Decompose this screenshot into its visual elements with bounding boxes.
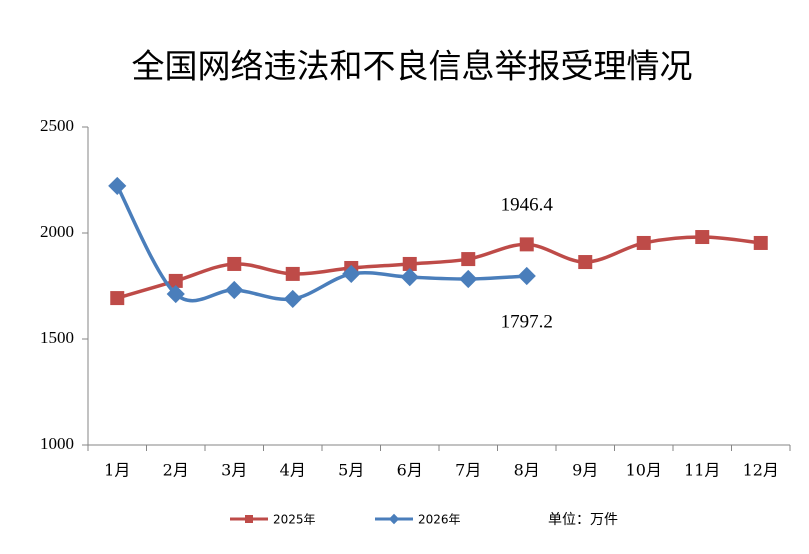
data-point [166, 284, 185, 304]
x-tick-label: 1月 [104, 461, 130, 480]
data-point [285, 266, 300, 281]
data-point [283, 289, 302, 309]
data-point [402, 256, 417, 271]
annotation: 单位：万件 [548, 512, 618, 528]
y-tick-label: 2000 [40, 222, 74, 241]
x-tick-label: 9月 [572, 461, 598, 480]
data-point [227, 256, 242, 271]
legend-label: 2026年 [418, 513, 461, 527]
x-tick-label: 7月 [455, 461, 481, 480]
data-point [519, 237, 534, 252]
x-tick-label: 10月 [626, 461, 662, 480]
data-point [695, 230, 710, 245]
legend-label: 2025年 [273, 513, 316, 527]
data-point [459, 269, 478, 289]
x-tick-label: 4月 [280, 461, 306, 480]
legend-marker [245, 515, 253, 523]
data-point [578, 255, 593, 270]
x-tick-label: 8月 [514, 461, 540, 480]
data-point [342, 264, 361, 284]
x-tick-label: 11月 [684, 461, 720, 480]
x-tick-label: 6月 [397, 461, 423, 480]
chart-title: 全国网络违法和不良信息举报受理情况 [132, 47, 693, 86]
data-point [753, 235, 768, 250]
legend-marker [388, 513, 400, 525]
data-point [110, 291, 125, 306]
data-point [636, 235, 651, 250]
x-tick-label: 3月 [221, 461, 247, 480]
data-point [517, 266, 536, 286]
data-point [108, 176, 127, 196]
x-tick-label: 12月 [743, 461, 779, 480]
x-tick-label: 2月 [163, 461, 189, 480]
data-point [225, 280, 244, 300]
x-tick-label: 5月 [338, 461, 364, 480]
data-point [168, 273, 183, 288]
y-tick-label: 1500 [40, 328, 74, 347]
data-point [400, 267, 419, 287]
data-label: 1797.2 [501, 311, 553, 332]
data-label: 1946.4 [501, 195, 554, 216]
y-tick-label: 1000 [40, 434, 74, 453]
y-tick-label: 2500 [40, 116, 74, 135]
data-point [461, 252, 476, 267]
